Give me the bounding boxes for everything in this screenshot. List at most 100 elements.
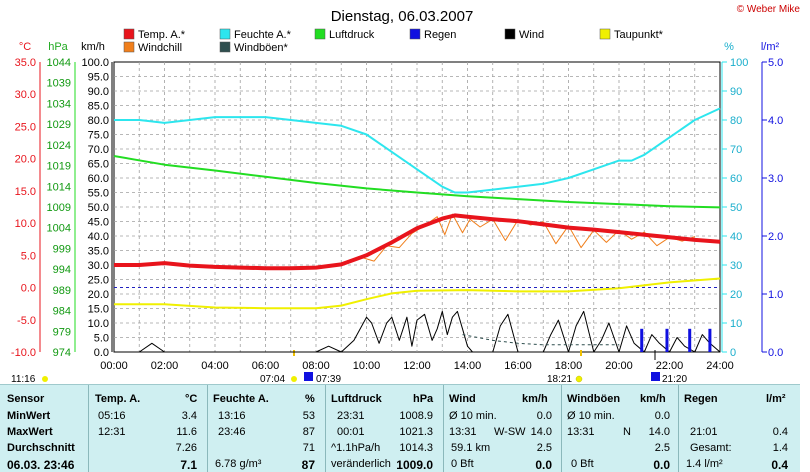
tick-label-time: 04:00 bbox=[201, 360, 229, 372]
summary-header-sensor: Sensor bbox=[7, 393, 45, 405]
tick-label-percent: 80 bbox=[730, 115, 742, 127]
sun-icon bbox=[42, 376, 48, 382]
summary-header-luftdruck: Luftdruck bbox=[331, 393, 382, 405]
legend-swatch bbox=[409, 28, 421, 40]
tick-label-kmh: 50.0 bbox=[88, 202, 109, 214]
summary-min-temp-value: 3.4 bbox=[181, 410, 197, 422]
tick-label-hpa: 989 bbox=[53, 285, 71, 297]
legend-swatch bbox=[219, 41, 231, 53]
tick-label-hpa: 979 bbox=[53, 326, 71, 338]
tick-label-kmh: 100.0 bbox=[81, 57, 109, 69]
legend-label: Windböen* bbox=[234, 42, 289, 54]
moonrise-time: 21:20 bbox=[662, 374, 687, 384]
tick-label-kmh: 40.0 bbox=[88, 231, 109, 243]
summary-current-boen-bft: 0 Bft bbox=[571, 458, 594, 470]
summary-max-druck-value: 1021.3 bbox=[399, 426, 433, 438]
legend-swatch bbox=[599, 28, 611, 40]
tick-label-hpa: 1029 bbox=[47, 119, 71, 131]
moon-icon bbox=[304, 372, 313, 381]
tick-label-rain: 5.0 bbox=[768, 57, 783, 69]
tick-label-rain: 3.0 bbox=[768, 173, 783, 185]
summary-max-boen-direction: N bbox=[623, 426, 631, 438]
tick-label-time: 02:00 bbox=[151, 360, 179, 372]
legend-swatch bbox=[219, 28, 231, 40]
tick-label-percent: 90 bbox=[730, 86, 742, 98]
axis-unit-kmh: km/h bbox=[81, 41, 105, 53]
summary-max-feuchte-time: 23:46 bbox=[218, 426, 246, 438]
summary-max-temp-time: 12:31 bbox=[98, 426, 126, 438]
summary-current-feuchte-value: 87 bbox=[301, 458, 315, 472]
summary-header-regen-unit: l/m² bbox=[766, 393, 786, 405]
legend-label: Regen bbox=[424, 29, 456, 41]
summary-max-regen-value: 0.4 bbox=[772, 426, 788, 438]
chart-axes: °C hPa km/h% l/m² 35.0 30.0 25.0 20.0 15.0 10.0 5.… bbox=[11, 41, 783, 384]
time-label-left: 11:16 bbox=[11, 374, 36, 384]
summary-current-label: 06.03. 23:46 bbox=[7, 458, 75, 472]
tick-label-percent: 100 bbox=[730, 57, 748, 69]
tick-label-rain: 4.0 bbox=[768, 115, 783, 127]
summary-min-feuchte-value: 53 bbox=[302, 410, 315, 422]
tick-label-hpa: 994 bbox=[53, 264, 71, 276]
tick-label-kmh: 35.0 bbox=[88, 246, 109, 258]
chart-title: Dienstag, 06.03.2007 bbox=[331, 8, 474, 25]
tick-label-kmh: 60.0 bbox=[88, 173, 109, 185]
tick-label-rain: 2.0 bbox=[768, 231, 783, 243]
summary-header-windboeen: Windböen bbox=[567, 393, 621, 405]
tick-label-celsius: 5.0 bbox=[21, 250, 36, 262]
tick-label-kmh: 85.0 bbox=[88, 101, 109, 113]
summary-max-wind-value: 14.0 bbox=[530, 426, 552, 438]
summary-min-wind-label: Ø 10 min. bbox=[449, 410, 497, 422]
legend-swatch bbox=[504, 28, 516, 40]
summary-avg-feuchte-value: 71 bbox=[302, 442, 315, 454]
tick-label-percent: 20 bbox=[730, 289, 742, 301]
tick-label-celsius: -10.0 bbox=[11, 347, 36, 359]
rain-bar bbox=[665, 328, 669, 352]
sunrise-time: 07:04 bbox=[260, 374, 285, 384]
tick-label-kmh: 25.0 bbox=[88, 275, 109, 287]
summary-avg-druck-value: 1014.3 bbox=[399, 442, 433, 454]
summary-avg-wind-distance: 59.1 km bbox=[451, 442, 491, 454]
tick-label-kmh: 20.0 bbox=[88, 289, 109, 301]
tick-label-hpa: 1009 bbox=[47, 202, 71, 214]
tick-label-kmh: 65.0 bbox=[88, 159, 109, 171]
tick-label-kmh: 30.0 bbox=[88, 260, 109, 272]
tick-label-kmh: 45.0 bbox=[88, 217, 109, 229]
tick-label-percent: 10 bbox=[730, 318, 742, 330]
tick-label-time: 24:00 bbox=[706, 360, 734, 372]
axis-unit-percent: % bbox=[724, 41, 734, 53]
series-line-luftdruck bbox=[113, 155, 721, 209]
rain-bar bbox=[640, 328, 644, 352]
summary-table: Sensor Temp. A. °C Feuchte A. % Luftdruc… bbox=[0, 384, 800, 472]
summary-current-regen-value: 0.4 bbox=[771, 458, 788, 472]
tick-label-hpa: 1034 bbox=[47, 98, 71, 110]
summary-header-temp-unit: °C bbox=[185, 393, 198, 405]
summary-min-feuchte-time: 13:16 bbox=[218, 410, 246, 422]
summary-max-feuchte-value: 87 bbox=[302, 426, 315, 438]
summary-max-boen-time: 13:31 bbox=[567, 426, 595, 438]
tick-label-celsius: 20.0 bbox=[15, 154, 36, 166]
tick-label-time: 00:00 bbox=[100, 360, 128, 372]
legend-label: Feuchte A.* bbox=[234, 29, 292, 41]
tick-label-rain: 0.0 bbox=[768, 347, 783, 359]
summary-max-druck-time: 00:01 bbox=[337, 426, 365, 438]
legend-swatch bbox=[314, 28, 326, 40]
summary-current-wind-value: 0.0 bbox=[535, 458, 552, 472]
series-line-temp-a bbox=[114, 213, 721, 271]
tick-label-time: 10:00 bbox=[353, 360, 381, 372]
legend-label: Luftdruck bbox=[329, 29, 375, 41]
tick-label-hpa: 1039 bbox=[47, 78, 71, 90]
tick-label-celsius: 35.0 bbox=[15, 57, 36, 69]
moonrise-icon bbox=[651, 372, 660, 381]
axis-unit-rain: l/m² bbox=[761, 41, 780, 53]
tick-label-hpa: 984 bbox=[53, 306, 71, 318]
tick-label-time: 12:00 bbox=[403, 360, 431, 372]
summary-max-temp-value: 11.6 bbox=[176, 426, 197, 438]
tick-label-percent: 70 bbox=[730, 144, 742, 156]
copyright-text: © Weber Mike bbox=[737, 4, 801, 15]
series-line-windb-en bbox=[462, 334, 619, 346]
tick-label-kmh: 15.0 bbox=[88, 304, 109, 316]
summary-header-wind: Wind bbox=[449, 393, 476, 405]
summary-min-druck-value: 1008.9 bbox=[399, 410, 433, 422]
summary-avg-temp-value: 7.26 bbox=[175, 442, 197, 454]
tick-label-time: 20:00 bbox=[605, 360, 633, 372]
